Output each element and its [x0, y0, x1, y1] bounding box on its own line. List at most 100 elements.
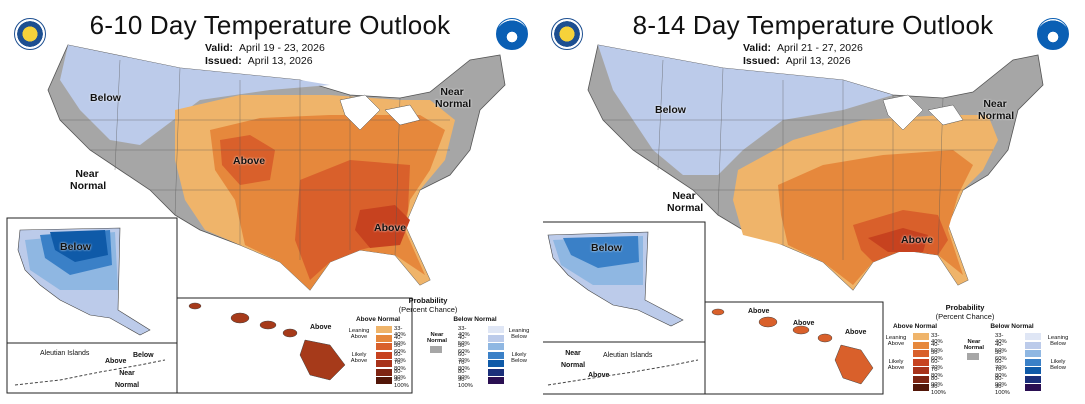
legend-range-label: 60-70% [931, 358, 943, 371]
map-label-near-normal-ne: Near Normal [435, 86, 472, 110]
legend-range-label: 80-90% [458, 368, 470, 381]
legend-swatch-above [913, 333, 929, 340]
noaa-logo-icon [1037, 18, 1069, 50]
legend-swatch-above [376, 368, 392, 376]
valid-dates: Valid: April 19 - 23, 2026 [205, 42, 325, 54]
map-label-above-2: Above [374, 222, 407, 234]
map-label-near-normal-west: Near Normal [667, 190, 704, 214]
legend-swatch-above [376, 334, 392, 342]
legend-range-label: 70-80% [458, 360, 470, 372]
legend-range-label: 33-40% [995, 333, 1007, 345]
aleutian-islands-label: Aleutian Islands [603, 352, 653, 359]
legend-subtitle: (Percent Chance) [398, 305, 458, 314]
legend-swatch-below [488, 334, 504, 342]
legend-swatch-above [376, 360, 392, 367]
legend-near-normal-swatch [430, 346, 442, 353]
legend-above-header: Above Normal [355, 316, 401, 323]
legend-above-header: Above Normal [892, 323, 938, 330]
legend-swatch-above [913, 350, 929, 357]
valid-dates: Valid: April 21 - 27, 2026 [743, 42, 863, 54]
region-above-60 [868, 228, 928, 252]
legend-range-label: 40-50% [458, 334, 470, 347]
legend-title: Probability [945, 303, 985, 312]
legend-swatch-below [488, 326, 504, 333]
legend-range-label: 90-100% [995, 384, 1010, 396]
legend-swatch-below [1025, 367, 1041, 374]
hawaii-label-above-3: Above [845, 329, 867, 336]
legend-swatch-above [913, 384, 929, 391]
map-label-above-1: Above [901, 234, 934, 246]
page-title: 8-14 Day Temperature Outlook [632, 10, 994, 40]
legend-near-normal: Near Normal [964, 339, 984, 351]
legend-range-label: 40-50% [931, 341, 943, 354]
legend-range-label: 90-100% [458, 377, 473, 389]
legend-swatch-below [1025, 384, 1041, 391]
legend-below-header: Below Normal [453, 316, 497, 323]
legend-swatch-above [913, 358, 929, 366]
page-title: 6-10 Day Temperature Outlook [89, 10, 451, 40]
hawaii-label-above-2: Above [793, 320, 815, 327]
legend-range-label: 80-90% [931, 375, 943, 388]
legend-range-label: 70-80% [931, 367, 943, 379]
legend-below-header: Below Normal [990, 323, 1034, 330]
region-above-50 [220, 135, 410, 280]
legend-range-label: 40-50% [394, 334, 406, 347]
legend-near-normal-swatch [967, 353, 979, 360]
legend-likely-above: Likely Above [350, 352, 368, 364]
legend-leaning-above: Leaning Above [885, 335, 907, 347]
hawaii-label-above: Above [310, 324, 332, 331]
issued-date: Issued: April 13, 2026 [205, 55, 313, 67]
probability-legend: Probability (Percent Chance) Above Norma… [349, 296, 538, 396]
alaska-label-below: Below [591, 242, 622, 254]
legend-leaning-below: Leaning Below [508, 328, 530, 340]
commerce-seal-icon [551, 18, 583, 50]
legend-range-label: 33-40% [394, 326, 406, 338]
aleutian-label-above: Above [588, 372, 610, 379]
legend-swatch-above [376, 351, 392, 359]
region-below [598, 45, 893, 175]
aleutian-label-below: Below [133, 352, 154, 359]
legend-likely-below: Likely Below [1050, 359, 1066, 371]
hawaii-label-above-1: Above [748, 308, 770, 315]
aleutian-label-near: Near Normal [561, 350, 586, 369]
aleutian-label-above: Above [105, 358, 127, 365]
legend-swatch-above [376, 377, 392, 384]
alaska-label-below: Below [60, 241, 91, 253]
legend-range-label: 50-60% [394, 343, 406, 355]
legend-range-label: 70-80% [394, 360, 406, 372]
probability-legend: Probability (Percent Chance) Above Norma… [886, 303, 1080, 401]
legend-range-label: 90-100% [931, 384, 946, 396]
legend-range-label: 33-40% [931, 333, 943, 345]
map-label-above-1: Above [233, 155, 266, 167]
legend-swatch-below [488, 360, 504, 367]
outlook-panel-8-14: 8-14 Day Temperature Outlook Valid: April… [543, 0, 1083, 404]
legend-range-label: 33-40% [458, 326, 470, 338]
legend-range-label: 80-90% [995, 375, 1007, 388]
legend-range-label: 50-60% [931, 350, 943, 362]
legend-range-label: 60-70% [458, 351, 470, 364]
legend-swatch-above [913, 375, 929, 383]
legend-near-normal: Near Normal [427, 332, 447, 344]
legend-range-label: 50-60% [458, 343, 470, 355]
legend-swatch-below [1025, 375, 1041, 383]
legend-leaning-below: Leaning Below [1047, 335, 1069, 347]
legend-range-label: 80-90% [394, 368, 406, 381]
legend-range-label: 70-80% [995, 367, 1007, 379]
legend-swatch-above [376, 343, 392, 350]
commerce-seal-icon [14, 18, 46, 50]
legend-range-label: 40-50% [995, 341, 1007, 354]
map-label-near-normal-ne: Near Normal [978, 98, 1015, 122]
us-temperature-map [543, 44, 1044, 395]
legend-likely-below: Likely Below [511, 352, 527, 364]
aleutian-label-near: Near Normal [115, 370, 140, 389]
legend-swatch-below [1025, 358, 1041, 366]
legend-swatch-below [1025, 333, 1041, 340]
legend-leaning-above: Leaning Above [348, 328, 370, 340]
noaa-logo-icon [496, 18, 528, 50]
legend-range-label: 50-60% [995, 350, 1007, 362]
legend-title: Probability [408, 296, 448, 305]
legend-swatch-above [913, 341, 929, 349]
legend-swatch-below [488, 351, 504, 359]
map-label-below: Below [655, 104, 686, 116]
legend-range-label: 60-70% [995, 358, 1007, 371]
